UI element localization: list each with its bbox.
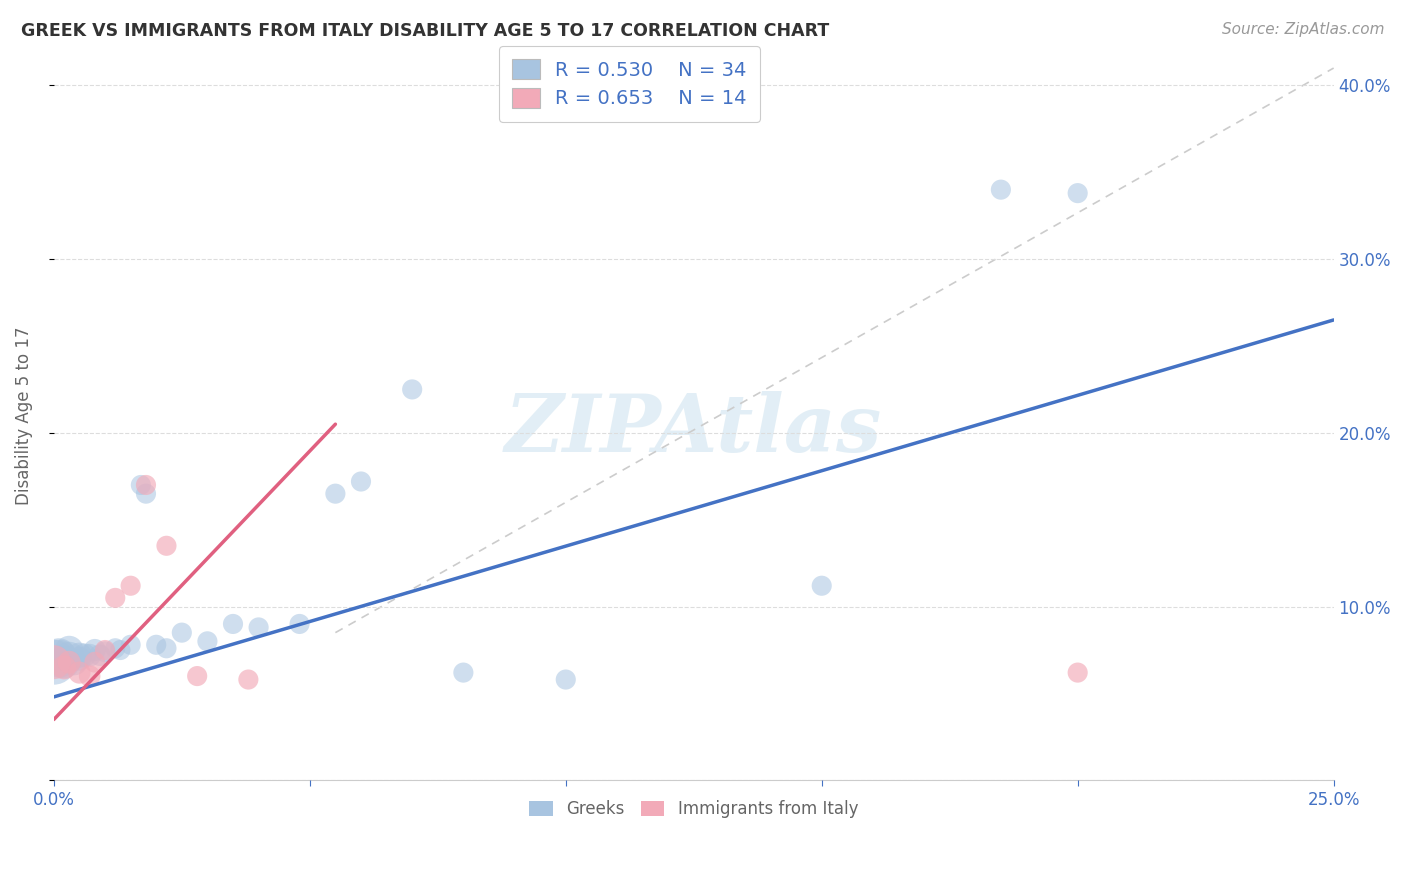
Text: GREEK VS IMMIGRANTS FROM ITALY DISABILITY AGE 5 TO 17 CORRELATION CHART: GREEK VS IMMIGRANTS FROM ITALY DISABILIT…: [21, 22, 830, 40]
Point: [288, 616, 311, 631]
Point: [104, 641, 127, 656]
Point: [83, 643, 105, 657]
Point: [58, 643, 80, 657]
Point: [155, 539, 177, 553]
Point: [325, 486, 347, 500]
Point: [73, 648, 96, 663]
Point: [350, 475, 373, 489]
Y-axis label: Disability Age 5 to 17: Disability Age 5 to 17: [15, 326, 32, 505]
Point: [145, 638, 167, 652]
Point: [222, 616, 245, 631]
Point: [1066, 665, 1088, 680]
Legend: Greeks, Immigrants from Italy: Greeks, Immigrants from Italy: [522, 792, 866, 827]
Point: [53, 660, 76, 674]
Point: [67, 651, 90, 665]
Point: [554, 673, 576, 687]
Point: [155, 641, 177, 656]
Point: [48, 648, 70, 663]
Point: [129, 478, 152, 492]
Point: [401, 383, 423, 397]
Text: ZIPAtlas: ZIPAtlas: [505, 392, 883, 469]
Point: [810, 579, 832, 593]
Point: [89, 648, 111, 663]
Point: [120, 638, 142, 652]
Point: [63, 655, 86, 669]
Point: [94, 643, 117, 657]
Point: [104, 591, 127, 605]
Point: [170, 625, 193, 640]
Point: [58, 650, 80, 665]
Point: [197, 634, 219, 648]
Point: [79, 648, 101, 663]
Point: [83, 655, 105, 669]
Point: [79, 669, 101, 683]
Point: [53, 655, 76, 669]
Point: [58, 655, 80, 669]
Point: [990, 183, 1012, 197]
Point: [67, 648, 90, 663]
Point: [453, 665, 475, 680]
Text: Source: ZipAtlas.com: Source: ZipAtlas.com: [1222, 22, 1385, 37]
Point: [238, 673, 260, 687]
Point: [135, 486, 157, 500]
Point: [67, 665, 90, 680]
Point: [42, 655, 65, 669]
Point: [110, 643, 132, 657]
Point: [247, 620, 270, 634]
Point: [94, 645, 117, 659]
Point: [120, 579, 142, 593]
Point: [186, 669, 208, 683]
Point: [42, 655, 65, 669]
Point: [48, 651, 70, 665]
Point: [1066, 186, 1088, 201]
Point: [135, 478, 157, 492]
